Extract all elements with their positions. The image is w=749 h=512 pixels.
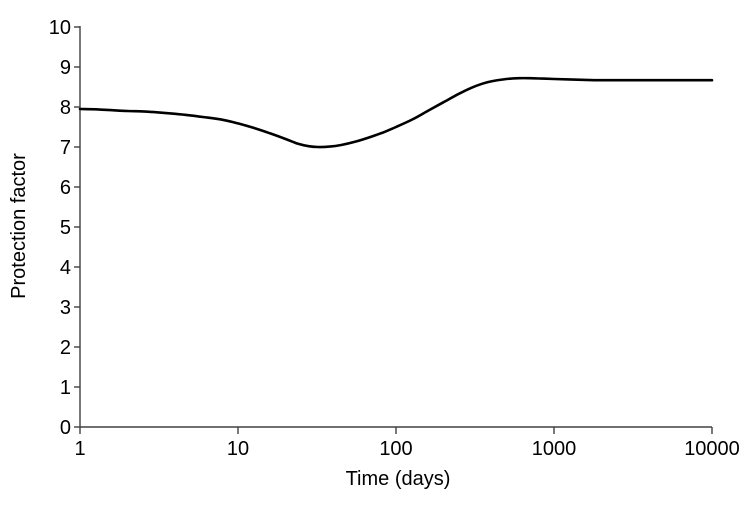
y-tick-label-3: 3 <box>60 297 71 319</box>
y-tick-label-10: 10 <box>49 17 71 39</box>
x-axis-title: Time (days) <box>346 468 451 490</box>
y-tick-label-1: 1 <box>60 377 71 399</box>
x-tick-label-100: 100 <box>379 438 412 460</box>
x-tick-label-1: 1 <box>74 438 85 460</box>
y-tick-label-2: 2 <box>60 337 71 359</box>
series-line-protection-factor <box>78 76 714 149</box>
y-tick-label-4: 4 <box>60 257 71 279</box>
y-tick-label-9: 9 <box>60 57 71 79</box>
y-tick-label-7: 7 <box>60 137 71 159</box>
y-tick-label-8: 8 <box>60 97 71 119</box>
y-axis-title: Protection factor <box>8 153 30 299</box>
y-tick-label-5: 5 <box>60 217 71 239</box>
x-tick-label-10000: 10000 <box>684 438 740 460</box>
x-tick-label-1000: 1000 <box>532 438 577 460</box>
y-tick-label-0: 0 <box>60 417 71 439</box>
y-tick-label-6: 6 <box>60 177 71 199</box>
x-tick-label-10: 10 <box>227 438 249 460</box>
